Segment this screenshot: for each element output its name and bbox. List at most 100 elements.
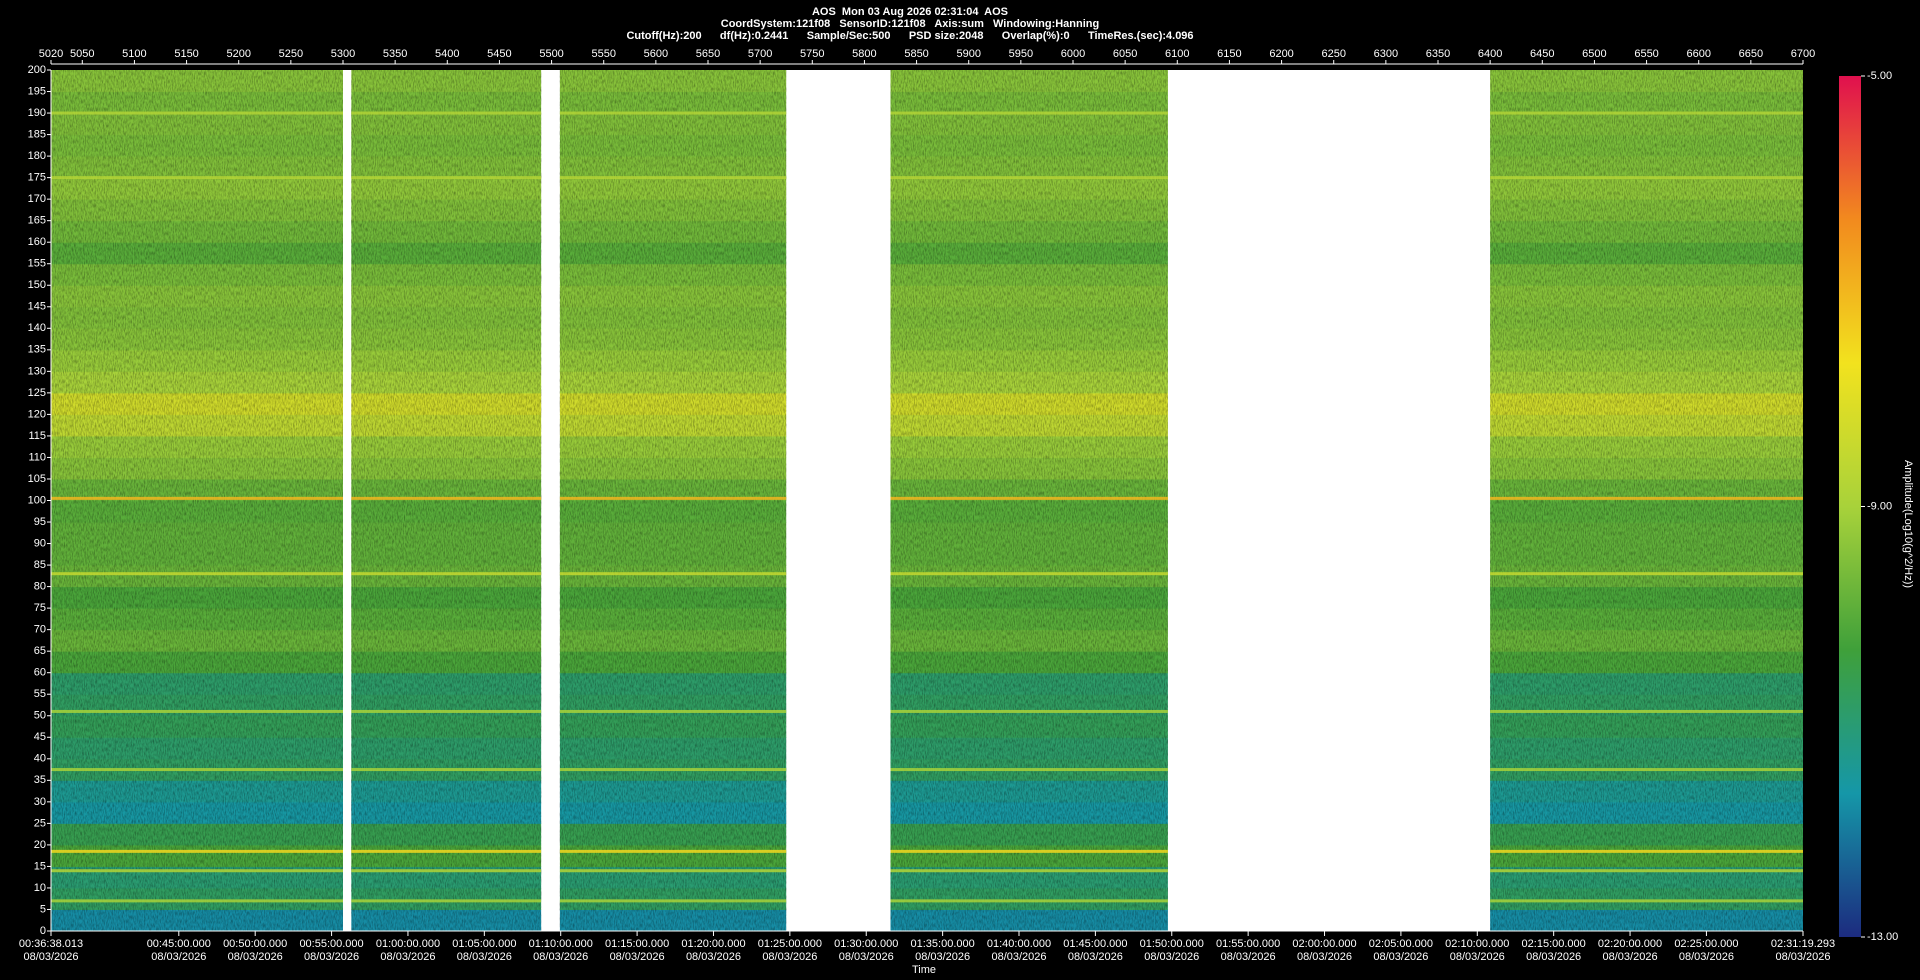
time-tick-label-line: 00:55:00.000 (299, 938, 363, 950)
time-tick-label-line: 08/03/2026 (380, 951, 435, 963)
time-tick-label-line: 01:35:00.000 (911, 938, 975, 950)
time-tick-label: 01:40:00.000 08/03/2026 (987, 938, 1051, 963)
x-tick-label: 6200 (1269, 48, 1293, 60)
y-tick-label: 105 (28, 473, 46, 485)
x-tick-label: 5900 (956, 48, 980, 60)
spectral-line (1490, 768, 1803, 772)
x-tick-label: 6000 (1061, 48, 1085, 60)
spectral-line (890, 899, 1168, 903)
spectral-line (1490, 849, 1803, 853)
y-tick-label: 10 (34, 882, 46, 894)
y-tick-label: 15 (34, 860, 46, 872)
x-tick-label: 5450 (487, 48, 511, 60)
y-tick-label: 160 (28, 236, 46, 248)
x-tick-label: 5250 (279, 48, 303, 60)
spectral-line (1490, 869, 1803, 873)
data-segment (559, 70, 787, 932)
time-tick-label: 00:50:00.000 08/03/2026 (223, 938, 287, 963)
time-tick-label-line: 08/03/2026 (304, 951, 359, 963)
time-tick-label-line: 02:25:00.000 (1674, 938, 1738, 950)
y-tick-label: 195 (28, 85, 46, 97)
time-tick-label-line: 01:10:00.000 (529, 938, 593, 950)
time-tick-label-line: 01:55:00.000 (1216, 938, 1280, 950)
x-tick-label: 5650 (696, 48, 720, 60)
spectral-line (351, 899, 542, 903)
y-tick-label: 75 (34, 602, 46, 614)
time-tick-label-line: 08/03/2026 (915, 951, 970, 963)
y-tick-label: 40 (34, 753, 46, 765)
spectral-line (559, 869, 787, 873)
spectral-line (51, 111, 343, 115)
y-tick-label: 5 (40, 903, 46, 915)
spectral-line (890, 869, 1168, 873)
x-tick-label: 6500 (1582, 48, 1606, 60)
speckle-texture (51, 70, 343, 931)
y-tick-label: 95 (34, 516, 46, 528)
spectral-line (559, 899, 787, 903)
spectral-line (51, 849, 343, 853)
spectral-line (1490, 899, 1803, 903)
time-tick-label: 01:15:00.000 08/03/2026 (605, 938, 669, 963)
x-tick-label: 5550 (591, 48, 615, 60)
spectral-line (51, 869, 343, 873)
time-tick-label-line: 00:45:00.000 (147, 938, 211, 950)
spectral-line (51, 768, 343, 772)
colorbar (1839, 76, 1861, 937)
time-tick-label: 01:45:00.000 08/03/2026 (1063, 938, 1127, 963)
time-tick-label-line: 08/03/2026 (23, 951, 78, 963)
y-tick-label: 170 (28, 193, 46, 205)
time-tick-label-line: 08/03/2026 (1221, 951, 1276, 963)
y-tick-label: 0 (40, 925, 46, 937)
time-tick-label-line: 01:50:00.000 (1140, 938, 1204, 950)
spectral-line (559, 849, 787, 853)
spectral-line (890, 496, 1168, 500)
y-tick-label: 150 (28, 279, 46, 291)
time-tick-label-line: 08/03/2026 (839, 951, 894, 963)
time-tick-label-line: 01:25:00.000 (758, 938, 822, 950)
y-tick-label: 180 (28, 150, 46, 162)
time-tick-label-line: 08/03/2026 (762, 951, 817, 963)
spectral-line (351, 768, 542, 772)
y-tick-label: 50 (34, 710, 46, 722)
x-tick-label: 6300 (1374, 48, 1398, 60)
time-tick-label-line: 01:40:00.000 (987, 938, 1051, 950)
time-tick-label: 02:15:00.000 08/03/2026 (1522, 938, 1586, 963)
y-tick-label: 100 (28, 494, 46, 506)
time-tick-label-line: 08/03/2026 (1068, 951, 1123, 963)
y-tick-label: 165 (28, 215, 46, 227)
x-tick-label: 5700 (748, 48, 772, 60)
spectral-line (890, 768, 1168, 772)
y-tick-label: 120 (28, 408, 46, 420)
time-tick-label: 01:50:00.000 08/03/2026 (1140, 938, 1204, 963)
x-tick-label: 6600 (1686, 48, 1710, 60)
y-tick-label: 125 (28, 387, 46, 399)
spectral-line (559, 176, 787, 180)
time-tick-label: 01:30:00.000 08/03/2026 (834, 938, 898, 963)
chart-title: AOS Mon 03 Aug 2026 02:31:04 AOS (812, 6, 1008, 18)
y-tick-label: 30 (34, 796, 46, 808)
time-tick-label-line: 08/03/2026 (991, 951, 1046, 963)
spectral-line (890, 176, 1168, 180)
spectral-line (351, 709, 542, 713)
data-segment (351, 70, 542, 932)
x-tick-label: 6450 (1530, 48, 1554, 60)
y-tick-label: 140 (28, 322, 46, 334)
time-tick-label-line: 00:50:00.000 (223, 938, 287, 950)
time-tick-label: 01:20:00.000 08/03/2026 (681, 938, 745, 963)
time-tick-label-line: 02:20:00.000 (1598, 938, 1662, 950)
x-tick-label: 6650 (1739, 48, 1763, 60)
colorbar-tick-label: -5.00 (1867, 70, 1892, 82)
time-tick-label-line: 08/03/2026 (1603, 951, 1658, 963)
y-tick-label: 130 (28, 365, 46, 377)
colorbar-tick-label: -9.00 (1867, 500, 1892, 512)
time-tick-label-line: 08/03/2026 (610, 951, 665, 963)
time-tick-label-line: 01:15:00.000 (605, 938, 669, 950)
x-tick-label: 5050 (70, 48, 94, 60)
x-tick-label: 5850 (904, 48, 928, 60)
y-tick-label: 20 (34, 839, 46, 851)
time-tick-label: 02:00:00.000 08/03/2026 (1292, 938, 1356, 963)
colorbar-tick-label: -13.00 (1867, 931, 1898, 943)
time-tick-label-line: 08/03/2026 (1450, 951, 1505, 963)
time-tick-label-line: 01:00:00.000 (376, 938, 440, 950)
y-tick-label: 155 (28, 258, 46, 270)
